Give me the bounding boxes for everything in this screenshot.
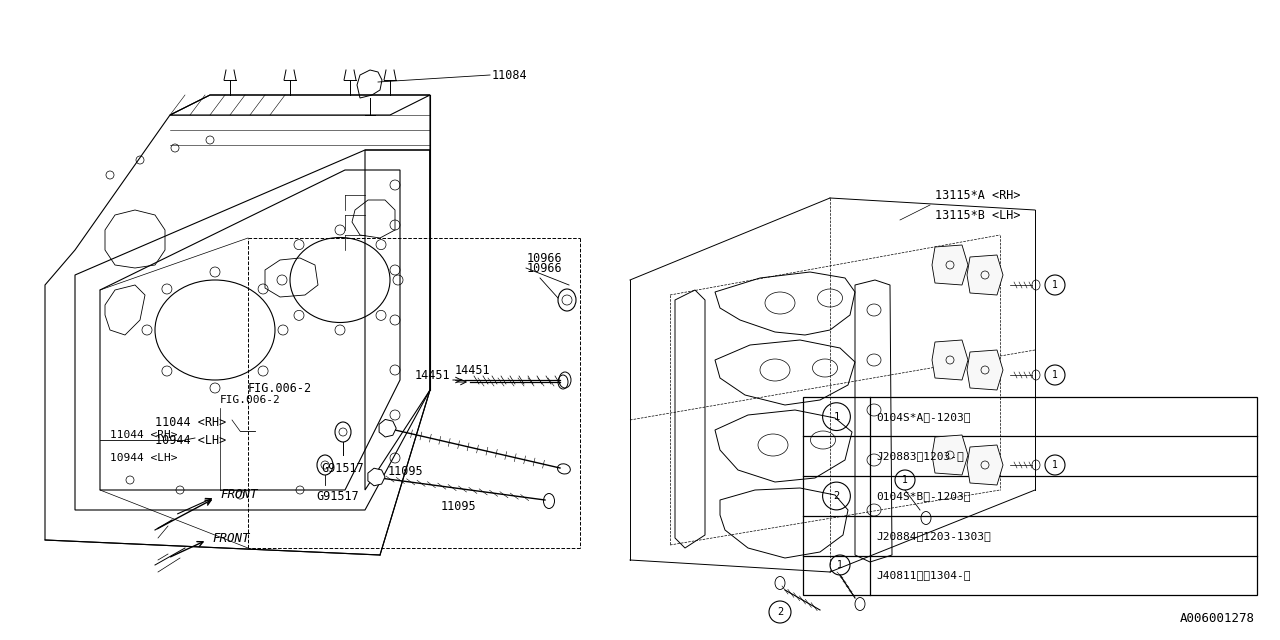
Polygon shape bbox=[966, 255, 1004, 295]
Text: 13115*B <LH>: 13115*B <LH> bbox=[934, 209, 1020, 221]
Text: FRONT: FRONT bbox=[220, 488, 257, 500]
Text: 10944 <LH>: 10944 <LH> bbox=[155, 433, 227, 447]
Text: G91517: G91517 bbox=[321, 462, 365, 475]
Text: G91517: G91517 bbox=[316, 490, 360, 503]
Text: 1: 1 bbox=[833, 412, 840, 422]
Text: 11095: 11095 bbox=[387, 465, 422, 478]
Text: 14451: 14451 bbox=[454, 364, 490, 376]
Text: 11044 <RH>: 11044 <RH> bbox=[155, 415, 227, 429]
Text: 11044 <RH>: 11044 <RH> bbox=[110, 430, 178, 440]
Text: 11095: 11095 bbox=[440, 500, 476, 513]
Text: 1: 1 bbox=[902, 475, 908, 485]
Text: FRONT: FRONT bbox=[212, 531, 250, 545]
Polygon shape bbox=[367, 468, 385, 486]
Text: 1: 1 bbox=[837, 560, 844, 570]
Text: FIG.006-2: FIG.006-2 bbox=[248, 381, 312, 394]
Text: 11084: 11084 bbox=[492, 68, 527, 81]
Text: 1: 1 bbox=[1052, 280, 1059, 290]
Text: 2: 2 bbox=[777, 607, 783, 617]
Text: FIG.006-2: FIG.006-2 bbox=[220, 395, 280, 405]
Text: 10966: 10966 bbox=[527, 262, 563, 275]
Text: 10966: 10966 bbox=[527, 252, 563, 264]
Text: 0104S*B（-1203）: 0104S*B（-1203） bbox=[877, 491, 972, 501]
Text: J20884　1203-1303）: J20884 1203-1303） bbox=[877, 531, 991, 541]
Text: 1: 1 bbox=[1052, 460, 1059, 470]
Text: 13115*A <RH>: 13115*A <RH> bbox=[934, 189, 1020, 202]
Text: J20883　1203-）: J20883 1203-） bbox=[877, 451, 964, 461]
Text: 1: 1 bbox=[1052, 370, 1059, 380]
Circle shape bbox=[562, 295, 572, 305]
Polygon shape bbox=[379, 419, 397, 437]
Text: J40811　　1304-）: J40811 1304-） bbox=[877, 570, 972, 580]
Text: 10944 <LH>: 10944 <LH> bbox=[110, 453, 178, 463]
Text: 0104S*A（-1203）: 0104S*A（-1203） bbox=[877, 412, 972, 422]
Polygon shape bbox=[966, 445, 1004, 485]
Polygon shape bbox=[932, 435, 968, 475]
Text: 14451: 14451 bbox=[415, 369, 451, 381]
Polygon shape bbox=[932, 340, 968, 380]
Text: A006001278: A006001278 bbox=[1180, 612, 1254, 625]
Polygon shape bbox=[966, 350, 1004, 390]
Text: 2: 2 bbox=[833, 491, 840, 501]
Polygon shape bbox=[932, 245, 968, 285]
